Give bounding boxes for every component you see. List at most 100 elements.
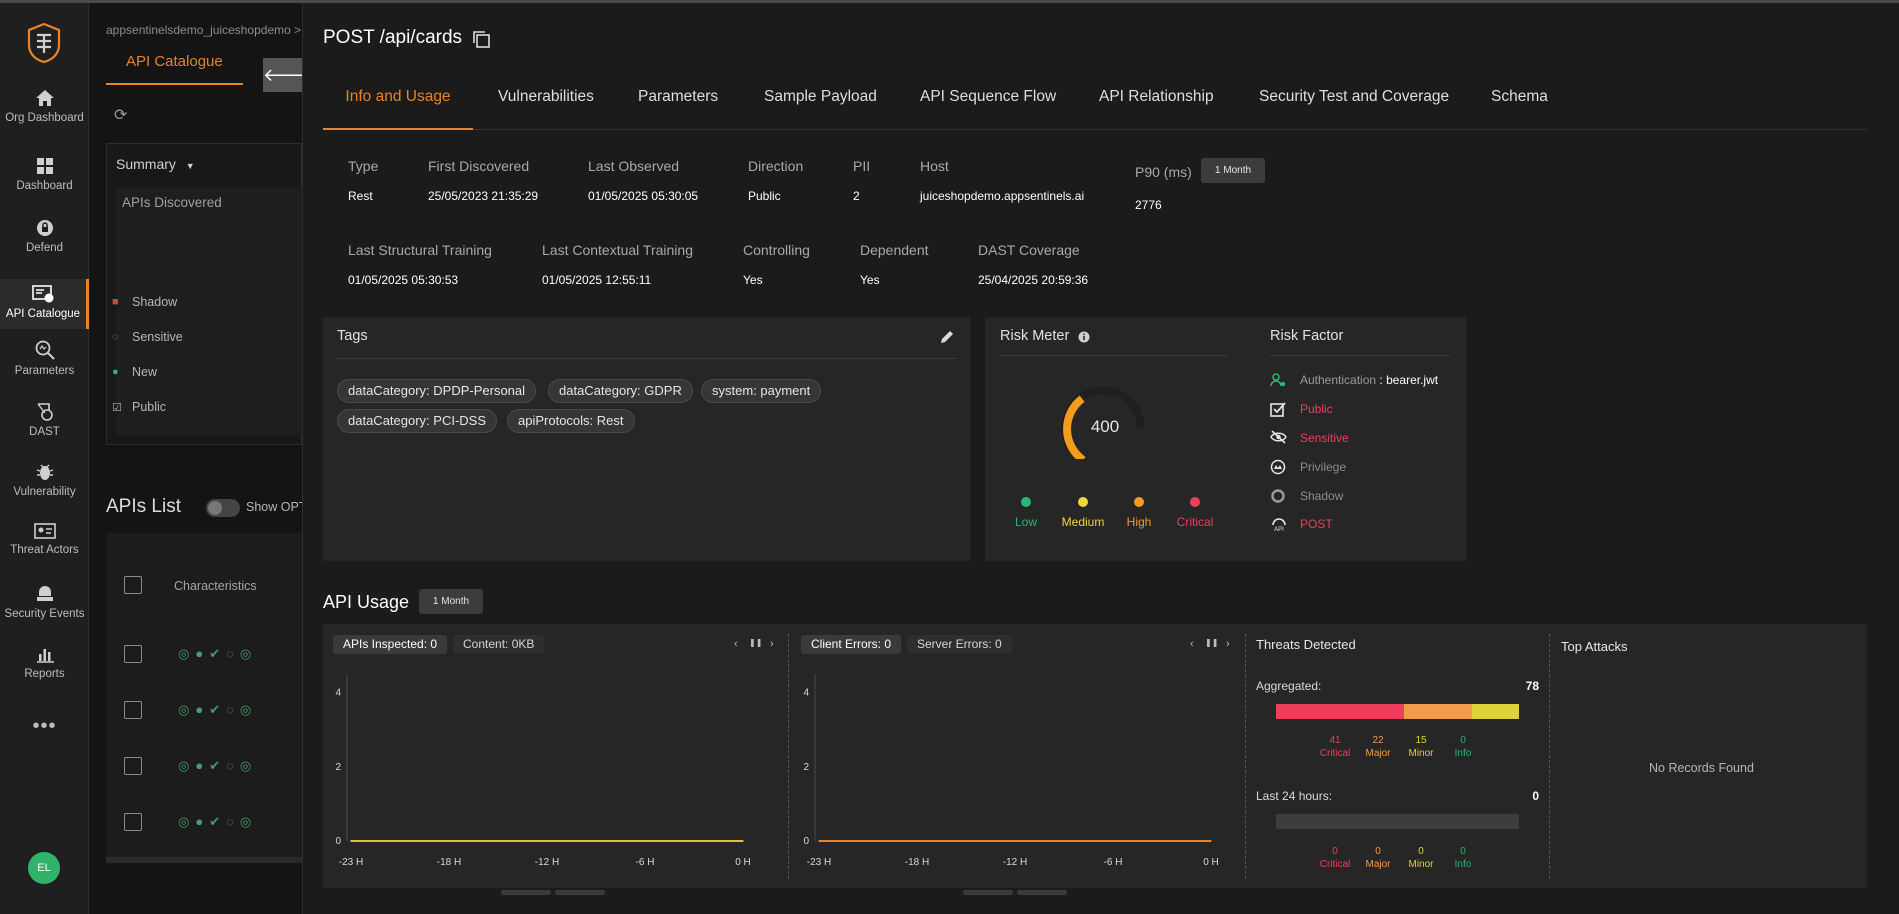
- risk-meter-divider: [1000, 355, 1228, 356]
- tag-chip[interactable]: dataCategory: GDPR: [548, 379, 693, 403]
- row-checkbox[interactable]: [124, 813, 142, 831]
- public-label: Public: [1300, 402, 1333, 416]
- row-characteristic-icons: ◎●✔◌◎: [178, 702, 258, 717]
- api-catalogue-icon: [32, 285, 54, 303]
- host-value: juiceshopdemo.appsentinels.ai: [920, 189, 1085, 203]
- row-checkbox[interactable]: [124, 701, 142, 719]
- row-checkbox[interactable]: [124, 757, 142, 775]
- tag-chip[interactable]: dataCategory: PCI-DSS: [337, 409, 498, 433]
- threat-count-critical: 41 Critical: [1312, 734, 1358, 760]
- sensitive-label: Sensitive: [1300, 431, 1349, 445]
- tab-api-sequence-flow[interactable]: API Sequence Flow: [920, 88, 1057, 105]
- api-usage-title: API Usage: [323, 592, 410, 612]
- tags-panel: [323, 317, 970, 561]
- nav-security-events[interactable]: Security Events: [0, 584, 89, 642]
- tab-parameters[interactable]: Parameters: [638, 88, 719, 105]
- chart2-scrollbar[interactable]: [963, 890, 1013, 895]
- nav-parameters[interactable]: Parameters: [0, 340, 89, 398]
- category-shadow[interactable]: ■ Shadow: [112, 295, 177, 309]
- category-label: Sensitive: [132, 330, 183, 344]
- category-public[interactable]: ☑ Public: [112, 400, 166, 414]
- data-point: [1210, 840, 1212, 842]
- row-characteristic-icons: ◎●✔◌◎: [178, 646, 258, 661]
- legend-label-high: High: [1126, 515, 1152, 529]
- threat-count-label: Critical: [1319, 859, 1351, 870]
- chart1-pause-icon[interactable]: ❚❚: [749, 638, 763, 647]
- nav-reports[interactable]: Reports: [0, 645, 89, 703]
- chart2-next-icon[interactable]: ›: [1226, 638, 1230, 650]
- user-avatar[interactable]: EL: [28, 852, 60, 884]
- chart1-scrollbar[interactable]: [501, 890, 551, 895]
- chart2-prev-icon[interactable]: ‹: [1190, 638, 1194, 650]
- client-errors-chip[interactable]: Client Errors: 0: [801, 635, 902, 654]
- category-sensitive[interactable]: ◌ Sensitive: [112, 330, 183, 344]
- nav-org-dashboard[interactable]: Org Dashboard: [0, 89, 89, 147]
- p90-period-button[interactable]: 1 Month: [1201, 158, 1265, 183]
- chart1-scrollbar[interactable]: [555, 890, 605, 895]
- pii-value: 2: [853, 189, 860, 203]
- row-checkbox[interactable]: [124, 645, 142, 663]
- chart2-pause-icon[interactable]: ❚❚: [1205, 638, 1219, 647]
- threat-segment-critical[interactable]: [1276, 704, 1404, 719]
- nav-dast[interactable]: DAST: [0, 401, 89, 459]
- copy-icon[interactable]: [471, 29, 491, 49]
- risk-factor-shadow: Shadow: [1271, 489, 1343, 503]
- category-label: New: [132, 365, 158, 379]
- tag-chip[interactable]: apiProtocols: Rest: [507, 409, 635, 433]
- last-contextual-training-label: Last Contextual Training: [542, 242, 693, 258]
- summary-dropdown[interactable]: Summary ▼: [116, 156, 195, 172]
- data-point: [1014, 840, 1016, 842]
- apis-discovered-box: [116, 187, 302, 435]
- bug-icon: [36, 464, 53, 480]
- nav-label: Org Dashboard: [5, 112, 84, 124]
- info-icon[interactable]: [1078, 331, 1090, 343]
- tab-info-and-usage[interactable]: Info and Usage: [323, 88, 473, 130]
- back-arrow-icon[interactable]: 🡐: [263, 58, 302, 92]
- chart1-next-icon[interactable]: ›: [770, 638, 774, 650]
- data-point: [350, 840, 352, 842]
- show-opt-toggle[interactable]: [206, 499, 240, 517]
- more-menu-icon[interactable]: •••: [32, 715, 57, 737]
- client-errors-chart: 0 2 4 -23 H -18 H -12 H -6 H 0 H: [803, 674, 1219, 868]
- tab-sample-payload[interactable]: Sample Payload: [764, 88, 877, 105]
- content-chip[interactable]: Content: 0KB: [453, 635, 545, 654]
- x-tick-label: -23 H: [807, 857, 831, 868]
- breadcrumb[interactable]: appsentinelsdemo_juiceshopdemo >: [106, 23, 302, 37]
- nav-threat-actors[interactable]: Threat Actors: [0, 523, 89, 581]
- chart1-prev-icon[interactable]: ‹: [734, 638, 738, 650]
- threat-segment-major[interactable]: [1403, 704, 1473, 719]
- data-point: [644, 840, 646, 842]
- nav-vulnerability[interactable]: Vulnerability: [0, 462, 89, 520]
- refresh-icon[interactable]: ⟳: [114, 107, 128, 124]
- tag-chip[interactable]: dataCategory: DPDP-Personal: [337, 379, 537, 403]
- left-nav: Org Dashboard Dashboard Defend API Catal…: [0, 3, 89, 914]
- threat-count-major: 22 Major: [1355, 734, 1401, 760]
- server-errors-chip[interactable]: Server Errors: 0: [907, 635, 1012, 654]
- tab-schema[interactable]: Schema: [1491, 88, 1548, 105]
- nav-defend[interactable]: Defend: [0, 218, 89, 276]
- threat-count-value: 0: [1332, 846, 1338, 857]
- background-page: appsentinelsdemo_juiceshopdemo > API Cat…: [90, 3, 302, 914]
- authentication-value: : bearer.jwt: [1379, 373, 1439, 387]
- data-point: [546, 840, 548, 842]
- nav-label: DAST: [29, 426, 60, 438]
- detail-tabs: Info and Usage Vulnerabilities Parameter…: [323, 88, 1867, 130]
- legend-label-low: Low: [1014, 515, 1037, 529]
- nav-dashboard[interactable]: Dashboard: [0, 157, 89, 215]
- chart2-scrollbar[interactable]: [1017, 890, 1067, 895]
- last-observed-value: 01/05/2025 05:30:05: [588, 189, 699, 203]
- category-new[interactable]: ● New: [112, 365, 158, 379]
- row-characteristic-icons: ◎●✔◌◎: [178, 758, 258, 773]
- select-all-checkbox[interactable]: [124, 576, 142, 594]
- tab-vulnerabilities[interactable]: Vulnerabilities: [498, 88, 594, 105]
- tag-chip[interactable]: system: payment: [701, 379, 822, 403]
- tab-security-test-and-coverage[interactable]: Security Test and Coverage: [1259, 88, 1450, 105]
- usage-period-button[interactable]: 1 Month: [419, 589, 483, 614]
- tab-api-catalogue[interactable]: API Catalogue: [106, 53, 243, 85]
- nav-api-catalogue[interactable]: API Catalogue: [0, 279, 89, 329]
- threat-segment-minor[interactable]: [1472, 704, 1519, 719]
- edit-pencil-icon[interactable]: [939, 329, 955, 345]
- apis-inspected-chip[interactable]: APIs Inspected: 0: [333, 635, 448, 654]
- tab-api-relationship[interactable]: API Relationship: [1099, 88, 1214, 105]
- apis-table: [106, 533, 302, 863]
